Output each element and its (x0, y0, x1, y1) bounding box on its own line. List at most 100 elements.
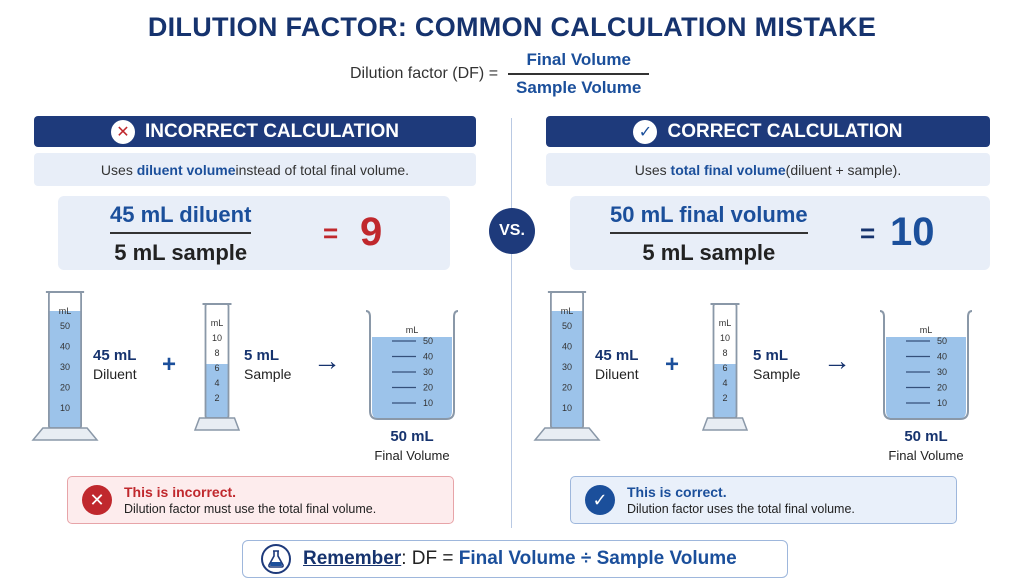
tick-label: 8 (214, 348, 219, 358)
sample-volume: 5 mL (753, 347, 789, 364)
tick-label: 40 (937, 352, 947, 362)
equals-sign: = (860, 218, 876, 248)
tick-label: 6 (722, 363, 727, 373)
incorrect-description: Uses diluent volume instead of total fin… (34, 153, 476, 186)
beaker-body (879, 310, 973, 420)
formula-fraction: Final Volume Sample Volume (508, 50, 650, 98)
correct-description: Uses total final volume (diluent + sampl… (546, 153, 990, 186)
eq-denominator: 5 mL sample (642, 240, 776, 265)
beaker-final: mL 50 40 30 20 10 (879, 310, 973, 420)
unit-label: mL (211, 318, 224, 328)
tick-label: 10 (212, 333, 222, 343)
graduated-cylinder-sample: mL 10 8 6 4 2 (701, 303, 749, 431)
tick-label: 20 (423, 383, 433, 393)
plus-sign: + (665, 351, 680, 378)
tick-label: 10 (60, 403, 70, 413)
desc-highlight: diluent volume (136, 161, 236, 178)
arrow-right-icon: → (823, 345, 851, 376)
tick-label: 10 (423, 398, 433, 408)
tick-label: 50 (562, 321, 572, 331)
tick-label: 6 (214, 363, 219, 373)
sample-label: 5 mL Sample (244, 347, 291, 383)
status-text: Dilution factor uses the total final vol… (627, 502, 855, 516)
equals-sign: = (323, 218, 339, 248)
beaker-final: mL 50 40 30 20 10 (365, 310, 459, 420)
liquid (713, 364, 737, 418)
remember-colon: : (401, 548, 407, 569)
remember-box: Remember: DF = Final Volume ÷ Sample Vol… (242, 540, 788, 578)
x-circle-icon: ✕ (82, 485, 112, 515)
correct-equation: 50 mL final volume 5 mL sample = 10 (570, 196, 990, 270)
final-volume-value: 50 mL (904, 428, 948, 445)
graduated-cylinder-diluent: mL 50 40 30 20 10 (31, 291, 99, 441)
correct-header: ✓ CORRECT CALCULATION (546, 116, 990, 147)
liquid (550, 311, 584, 428)
eq-result: 10 (890, 210, 935, 254)
status-title: This is correct. (627, 484, 727, 500)
status-title: This is incorrect. (124, 484, 237, 500)
desc-highlight: total final volume (670, 161, 786, 178)
incorrect-fraction: 45 mL diluent 5 mL sample (110, 202, 252, 266)
formula-numerator: Final Volume (526, 50, 631, 69)
correct-status: ✓ This is correct. Dilution factor uses … (570, 476, 957, 524)
final-volume-name: Final Volume (888, 448, 964, 463)
eq-numerator: 45 mL diluent (110, 202, 252, 227)
unit-label: mL (920, 325, 933, 335)
unit-label: mL (561, 306, 574, 316)
tick-label: 30 (562, 362, 572, 372)
cylinder-base (701, 417, 749, 431)
tick-label: 4 (722, 378, 727, 388)
tick-label: 20 (937, 383, 947, 393)
diluent-name: Diluent (595, 366, 639, 382)
tick-label: 2 (722, 393, 727, 403)
tick-label: 50 (937, 336, 947, 346)
check-circle-icon: ✓ (585, 485, 615, 515)
status-text: Dilution factor must use the total final… (124, 502, 377, 516)
tick-label: 8 (722, 348, 727, 358)
tick-label: 30 (937, 367, 947, 377)
incorrect-header: ✕ INCORRECT CALCULATION (34, 116, 476, 147)
flask-icon (261, 544, 291, 574)
final-volume-value: 50 mL (390, 428, 434, 445)
eq-numerator: 50 mL final volume (610, 202, 808, 227)
cylinder-base (193, 417, 241, 431)
final-volume-label: 50 mL Final Volume (362, 428, 462, 465)
incorrect-header-label: INCORRECT CALCULATION (144, 120, 399, 142)
eq-result: 9 (360, 210, 383, 254)
unit-label: mL (59, 306, 72, 316)
formula-denominator: Sample Volume (516, 78, 642, 97)
tick-label: 10 (562, 403, 572, 413)
x-icon: ✕ (110, 119, 135, 144)
tick-label: 4 (214, 378, 219, 388)
tick-label: 20 (562, 383, 572, 393)
tick-label: 30 (60, 362, 70, 372)
tick-label: 30 (423, 367, 433, 377)
diluent-volume: 45 mL (93, 347, 137, 364)
sample-label: 5 mL Sample (753, 347, 800, 383)
fraction-bar (110, 232, 252, 234)
check-icon: ✓ (633, 119, 658, 144)
unit-label: mL (406, 325, 419, 335)
vs-badge: VS. (489, 208, 535, 254)
remember-label: Remember (303, 548, 402, 569)
graduated-cylinder-diluent: mL 50 40 30 20 10 (533, 291, 601, 441)
sample-volume: 5 mL (244, 347, 280, 364)
diluent-label: 45 mL Diluent (595, 347, 639, 383)
final-volume-name: Final Volume (374, 448, 450, 463)
tick-label: 10 (720, 333, 730, 343)
tick-label: 10 (937, 398, 947, 408)
df-formula: Dilution factor (DF) = Final Volume Samp… (350, 50, 650, 98)
desc-text: Uses (100, 161, 133, 178)
tick-label: 50 (423, 336, 433, 346)
unit-label: mL (719, 318, 732, 328)
correct-header-label: CORRECT CALCULATION (667, 120, 903, 142)
graduated-cylinder-sample: mL 10 8 6 4 2 (193, 303, 241, 431)
desc-text: instead of total final volume. (235, 161, 410, 178)
tick-label: 50 (60, 321, 70, 331)
page-title: DILUTION FACTOR: COMMON CALCULATION MIST… (147, 12, 877, 42)
fraction-bar (508, 73, 650, 75)
cylinder-base (31, 427, 99, 441)
incorrect-equation: 45 mL diluent 5 mL sample = 9 (58, 196, 450, 270)
liquid (48, 311, 82, 428)
liquid (886, 337, 966, 419)
